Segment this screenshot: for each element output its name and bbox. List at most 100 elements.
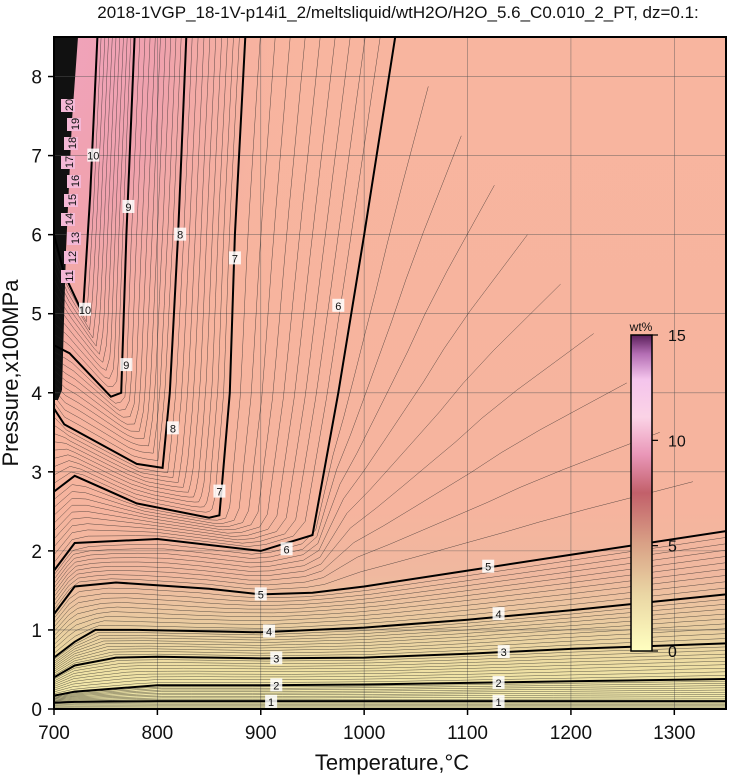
contour-label-box — [64, 251, 78, 264]
minor-contour — [54, 185, 495, 584]
contour-label: 4 — [495, 609, 501, 621]
minor-contour — [54, 537, 726, 619]
minor-contour — [54, 37, 261, 521]
minor-contour — [54, 668, 726, 691]
contour-label: 8 — [177, 230, 183, 242]
minor-contour — [54, 37, 291, 527]
contour-label-box — [122, 199, 135, 213]
minor-contour — [54, 685, 726, 698]
minor-contour — [54, 683, 726, 698]
y-tick-label: 2 — [31, 542, 42, 563]
contour-label-box — [492, 607, 505, 621]
contour-label-box — [497, 645, 510, 659]
contour-label: 9 — [125, 202, 131, 214]
y-axis: 0 1 2 3 4 5 6 7 8 — [31, 68, 54, 721]
chart-title: 2018-1VGP_18-1V-p14i1_2/meltsliquid/wtH2… — [97, 3, 699, 22]
minor-contour — [54, 37, 156, 425]
minor-contour — [54, 575, 726, 645]
contour-label-box — [174, 227, 187, 241]
contour-label-box — [254, 587, 267, 601]
contour-label: 7 — [232, 253, 238, 265]
minor-contour — [54, 37, 177, 454]
contour-label: 6 — [335, 301, 341, 313]
x-tick-label: 1100 — [447, 723, 488, 744]
minor-contour — [54, 481, 693, 610]
minor-contour — [54, 623, 726, 670]
minor-contour — [54, 638, 726, 676]
contour-label-box — [87, 148, 100, 162]
minor-contour — [54, 37, 199, 478]
x-axis-title: Temperature,°C — [315, 750, 469, 775]
contour-label-box — [270, 678, 283, 692]
minor-contour — [54, 646, 726, 680]
contour-label-box — [265, 694, 278, 708]
minor-contour — [54, 37, 172, 447]
minor-contour — [54, 633, 726, 674]
major-contour-2 — [54, 678, 726, 697]
minor-contour — [54, 698, 726, 703]
contour-label-box — [67, 175, 81, 188]
x-tick-label: 1200 — [550, 723, 592, 744]
minor-contour — [54, 37, 321, 534]
major-contour-1 — [54, 700, 726, 704]
minor-contour — [54, 549, 726, 628]
minor-contour — [54, 703, 726, 705]
crowded-contour-labels: 11 12 13 14 15 16 17 18 19 20 — [61, 99, 82, 283]
minor-contour — [54, 37, 161, 432]
contour-label: 2 — [495, 678, 501, 690]
minor-contour — [54, 37, 306, 531]
minor-contour — [54, 37, 121, 363]
major-contour-3 — [54, 642, 726, 679]
y-tick-label: 6 — [31, 226, 42, 247]
minor-contour — [54, 37, 217, 493]
contour-label-box — [67, 118, 81, 131]
contour-label: 1 — [495, 697, 501, 709]
colorbar-tick-label: 15 — [668, 328, 686, 345]
contour-label-box — [61, 156, 75, 169]
minor-contour — [54, 37, 351, 548]
minor-contour — [54, 603, 726, 662]
contour-label-box — [332, 298, 345, 312]
minor-contour — [54, 37, 240, 513]
contour-label: 19 — [70, 118, 82, 130]
minor-contour — [54, 704, 726, 706]
minor-contour — [54, 333, 594, 597]
minor-contour — [54, 705, 726, 707]
y-tick-label: 1 — [31, 621, 42, 642]
colorbar-unit: wt% — [629, 320, 653, 334]
contour-label-box — [64, 194, 78, 207]
minor-contour — [54, 675, 726, 694]
minor-contour — [54, 37, 205, 483]
colorbar-tick-label: 5 — [668, 539, 677, 556]
x-tick-label: 900 — [245, 723, 277, 744]
minor-contours — [54, 37, 726, 709]
minor-contour — [54, 37, 117, 355]
contour-label-box — [280, 542, 293, 556]
colorbar-tick-label: 10 — [668, 433, 686, 450]
x-tick-label: 700 — [38, 723, 70, 744]
contour-label: 9 — [123, 360, 129, 372]
colorbar-ticks: 0 5 10 15 — [652, 328, 686, 661]
minor-contour — [54, 613, 726, 666]
minor-contour — [54, 680, 726, 697]
contour-label: 4 — [266, 627, 272, 639]
y-axis-title: Pressure,x100MPa — [0, 279, 23, 467]
minor-contour — [54, 432, 660, 606]
minor-contour — [54, 568, 726, 641]
contour-label-box — [61, 270, 75, 283]
contour-label-box — [166, 421, 179, 435]
minor-contour — [54, 671, 726, 693]
minor-contour — [54, 608, 726, 664]
contour-label: 15 — [67, 194, 79, 206]
minor-contour — [54, 618, 726, 668]
contour-label: 5 — [485, 562, 491, 574]
contour-label-box — [228, 251, 241, 265]
minor-contour — [54, 37, 151, 418]
y-tick-label: 0 — [31, 700, 42, 721]
contour-label: 3 — [501, 647, 507, 659]
minor-contour — [54, 37, 336, 540]
x-tick-label: 800 — [142, 723, 174, 744]
contour-label: 18 — [67, 137, 79, 149]
